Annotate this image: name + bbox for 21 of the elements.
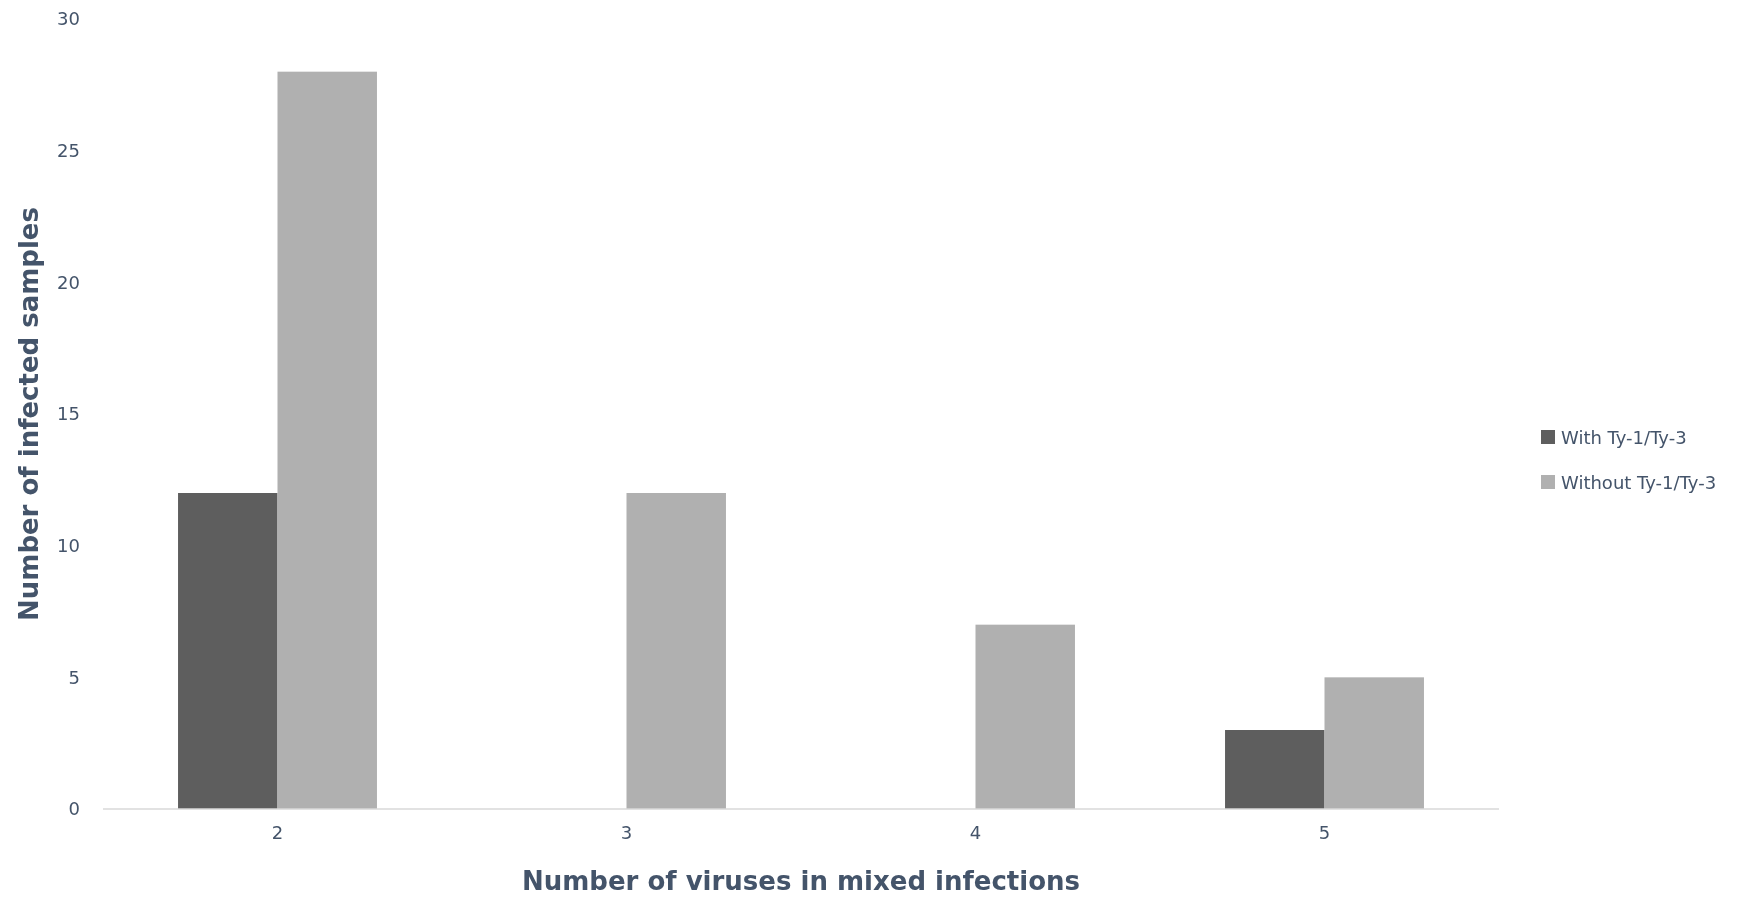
y-tick-label: 10 <box>57 534 80 556</box>
y-tick-label: 20 <box>57 271 80 293</box>
x-tick-label: 2 <box>271 822 284 843</box>
legend-label: Without Ty-1/Ty-3 <box>1561 472 1717 494</box>
bar <box>975 624 1075 809</box>
y-tick-label: 0 <box>68 798 80 820</box>
bar <box>277 71 377 809</box>
y-axis-title: Number of infected samples <box>14 207 44 621</box>
bar <box>178 493 278 809</box>
y-tick-label: 5 <box>68 666 80 688</box>
y-tick-label: 15 <box>57 403 80 425</box>
x-tick-label: 3 <box>620 822 633 843</box>
y-tick-label: 30 <box>57 8 80 30</box>
bar <box>626 493 726 809</box>
bar <box>1225 730 1325 809</box>
bar <box>1324 677 1424 809</box>
legend-label: With Ty-1/Ty-3 <box>1561 427 1687 449</box>
y-tick-label: 25 <box>57 139 80 161</box>
x-tick-label: 4 <box>969 822 982 843</box>
x-tick-label: 5 <box>1318 822 1331 843</box>
x-axis-title: Number of viruses in mixed infections <box>521 866 1081 896</box>
